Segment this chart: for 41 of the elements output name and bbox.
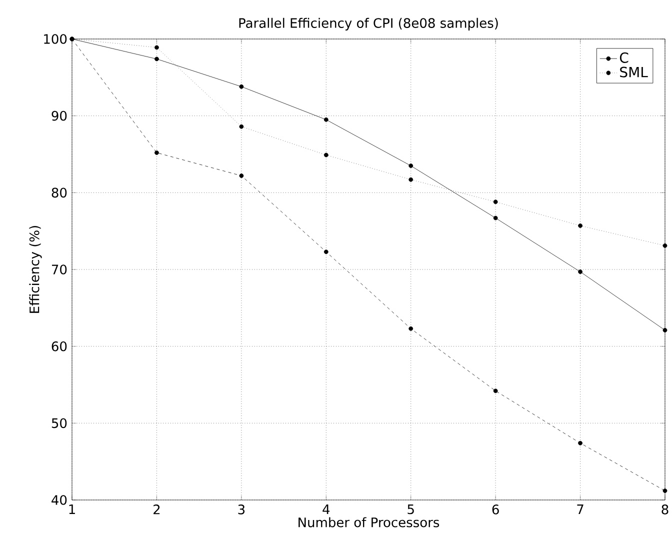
point	[578, 223, 582, 228]
point	[239, 124, 244, 129]
point	[578, 440, 582, 446]
point	[493, 216, 498, 220]
x-tick-label: 4	[322, 504, 330, 514]
point	[578, 270, 582, 274]
y-axis-title: Efficiency (%)	[29, 226, 42, 313]
y-tick-label: 90	[52, 110, 67, 121]
chart-title: Parallel Efficiency of CPI (8e08 samples)	[239, 18, 498, 30]
point	[408, 326, 414, 331]
x-tick-label: 7	[577, 504, 584, 514]
y-tick-label: 100	[44, 34, 67, 44]
point	[493, 200, 498, 204]
x-axis-title: Number of Processors	[298, 517, 440, 528]
x-tick-label: 3	[238, 504, 245, 514]
point	[662, 488, 668, 493]
y-tick-label: 50	[52, 418, 67, 428]
point	[154, 45, 159, 50]
x-tick-label: 1	[69, 504, 75, 514]
point	[493, 388, 498, 394]
y-tick-label: 70	[52, 264, 67, 274]
x-tick-label: 8	[662, 504, 668, 514]
point	[324, 117, 328, 122]
x-tick-label: 6	[492, 504, 499, 514]
point	[154, 56, 159, 62]
x-tick-label: 2	[154, 504, 160, 514]
point	[408, 177, 414, 182]
point	[662, 243, 668, 248]
point	[324, 152, 328, 158]
point	[408, 164, 414, 168]
y-tick-label: 80	[52, 188, 67, 198]
point	[239, 84, 244, 89]
legend-label: C	[620, 52, 628, 64]
point	[154, 150, 159, 155]
y-tick-label: 40	[52, 495, 67, 505]
legend-label: SML	[620, 66, 648, 78]
y-tick-label: 60	[52, 341, 67, 352]
point	[324, 250, 328, 254]
point	[662, 328, 668, 332]
x-tick-label: 5	[408, 504, 414, 514]
point	[239, 174, 244, 178]
